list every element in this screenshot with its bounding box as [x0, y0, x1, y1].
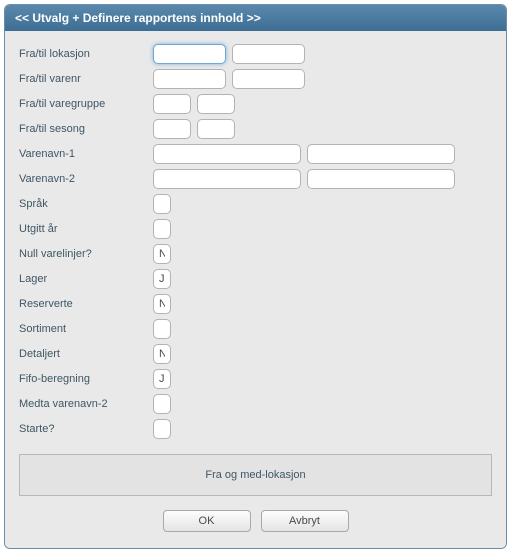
fields-sesong: [153, 119, 492, 139]
label-reserverte: Reserverte: [19, 298, 153, 310]
row-sprak: Språk: [19, 193, 492, 215]
row-sesong: Fra/til sesong: [19, 118, 492, 140]
row-utgittar: Utgitt år: [19, 218, 492, 240]
varenr-to[interactable]: [232, 69, 305, 89]
form-content: Fra/til lokasjon Fra/til varenr Fra/til …: [5, 31, 506, 548]
dialog-window: << Utvalg + Definere rapportens innhold …: [4, 4, 507, 549]
label-sortiment: Sortiment: [19, 323, 153, 335]
label-varenavn2: Varenavn-2: [19, 173, 153, 185]
varegruppe-to[interactable]: [197, 94, 235, 114]
lokasjon-to[interactable]: [232, 44, 305, 64]
cancel-button[interactable]: Avbryt: [261, 510, 349, 532]
title-bar: << Utvalg + Definere rapportens innhold …: [5, 5, 506, 31]
varenavn2-b[interactable]: [307, 169, 455, 189]
label-starte: Starte?: [19, 423, 153, 435]
varenavn1-a[interactable]: [153, 144, 301, 164]
row-lokasjon: Fra/til lokasjon: [19, 43, 492, 65]
row-medta: Medta varenavn-2: [19, 393, 492, 415]
starte-input[interactable]: [153, 419, 171, 439]
label-sprak: Språk: [19, 198, 153, 210]
label-varenavn1: Varenavn-1: [19, 148, 153, 160]
row-sortiment: Sortiment: [19, 318, 492, 340]
row-detaljert: Detaljert: [19, 343, 492, 365]
fields-varenr: [153, 69, 492, 89]
utgittar-input[interactable]: [153, 219, 171, 239]
fields-varenavn2: [153, 169, 492, 189]
row-varenavn2: Varenavn-2: [19, 168, 492, 190]
lager-input[interactable]: [153, 269, 171, 289]
footer-info: Fra og med-lokasjon: [19, 454, 492, 496]
label-varenr: Fra/til varenr: [19, 73, 153, 85]
row-varenr: Fra/til varenr: [19, 68, 492, 90]
row-lager: Lager: [19, 268, 492, 290]
fields-varegruppe: [153, 94, 492, 114]
ok-button[interactable]: OK: [163, 510, 251, 532]
row-fifo: Fifo-beregning: [19, 368, 492, 390]
reserverte-input[interactable]: [153, 294, 171, 314]
label-nulllinjer: Null varelinjer?: [19, 248, 153, 260]
row-varenavn1: Varenavn-1: [19, 143, 492, 165]
fields-lokasjon: [153, 44, 492, 64]
sesong-from[interactable]: [153, 119, 191, 139]
label-varegruppe: Fra/til varegruppe: [19, 98, 153, 110]
label-lokasjon: Fra/til lokasjon: [19, 48, 153, 60]
varenavn1-b[interactable]: [307, 144, 455, 164]
sprak-input[interactable]: [153, 194, 171, 214]
label-lager: Lager: [19, 273, 153, 285]
label-detaljert: Detaljert: [19, 348, 153, 360]
medta-input[interactable]: [153, 394, 171, 414]
sortiment-input[interactable]: [153, 319, 171, 339]
nulllinjer-input[interactable]: [153, 244, 171, 264]
row-nulllinjer: Null varelinjer?: [19, 243, 492, 265]
sesong-to[interactable]: [197, 119, 235, 139]
label-medta: Medta varenavn-2: [19, 398, 153, 410]
varegruppe-from[interactable]: [153, 94, 191, 114]
row-varegruppe: Fra/til varegruppe: [19, 93, 492, 115]
label-sesong: Fra/til sesong: [19, 123, 153, 135]
varenr-from[interactable]: [153, 69, 226, 89]
row-starte: Starte?: [19, 418, 492, 440]
fields-varenavn1: [153, 144, 492, 164]
label-fifo: Fifo-beregning: [19, 373, 153, 385]
detaljert-input[interactable]: [153, 344, 171, 364]
lokasjon-from[interactable]: [153, 44, 226, 64]
row-reserverte: Reserverte: [19, 293, 492, 315]
varenavn2-a[interactable]: [153, 169, 301, 189]
button-row: OK Avbryt: [19, 496, 492, 538]
fifo-input[interactable]: [153, 369, 171, 389]
label-utgittar: Utgitt år: [19, 223, 153, 235]
